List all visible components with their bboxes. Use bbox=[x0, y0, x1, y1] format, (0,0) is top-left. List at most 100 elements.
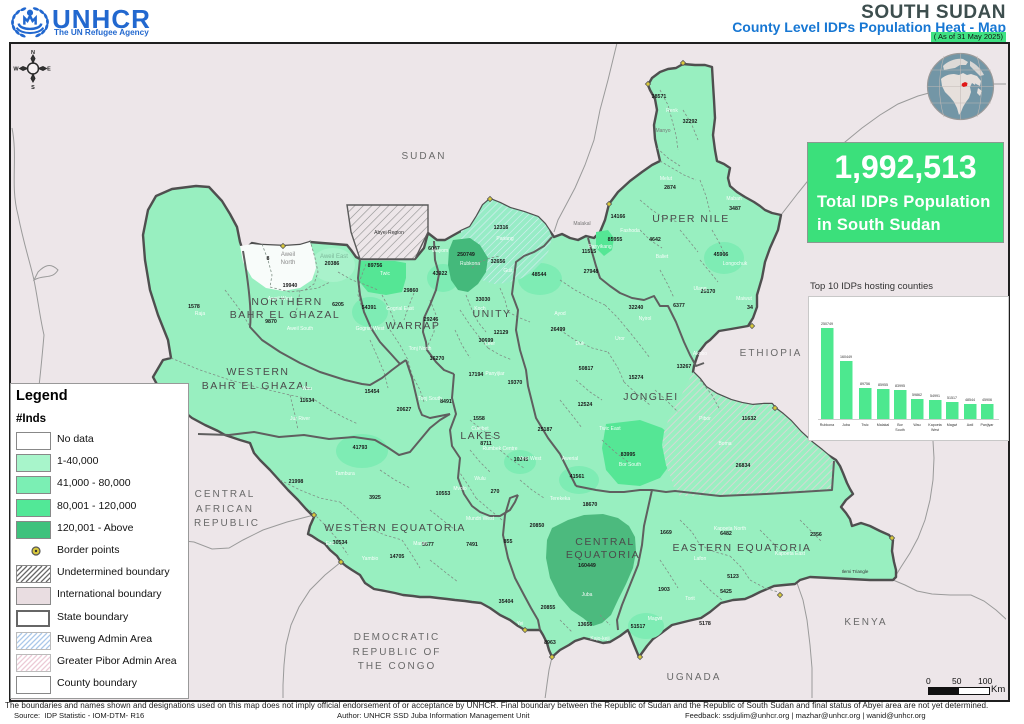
svg-text:34: 34 bbox=[747, 305, 753, 311]
svg-text:Bor South: Bor South bbox=[619, 462, 641, 468]
svg-text:9870: 9870 bbox=[265, 319, 277, 325]
svg-text:Panyikang: Panyikang bbox=[588, 244, 612, 250]
svg-text:BAHR EL GHAZAL: BAHR EL GHAZAL bbox=[230, 309, 340, 321]
svg-text:Koch: Koch bbox=[474, 306, 486, 312]
svg-text:20850: 20850 bbox=[530, 523, 545, 529]
svg-text:20386: 20386 bbox=[325, 261, 340, 267]
svg-text:Tonj South: Tonj South bbox=[418, 396, 442, 402]
svg-text:41793: 41793 bbox=[353, 445, 368, 451]
svg-text:SUDAN: SUDAN bbox=[401, 151, 446, 162]
svg-text:8: 8 bbox=[267, 256, 270, 262]
svg-text:S: S bbox=[31, 85, 35, 91]
svg-text:3925: 3925 bbox=[369, 495, 381, 501]
svg-text:85955: 85955 bbox=[878, 383, 888, 387]
svg-text:Abyei Region: Abyei Region bbox=[374, 230, 404, 236]
svg-text:Kapoeta East: Kapoeta East bbox=[775, 551, 806, 557]
svg-text:Renk: Renk bbox=[666, 108, 678, 114]
svg-text:Terekeka: Terekeka bbox=[550, 496, 571, 502]
svg-text:UNITY: UNITY bbox=[473, 308, 512, 320]
svg-text:17194: 17194 bbox=[469, 372, 484, 378]
svg-text:14705: 14705 bbox=[390, 554, 405, 560]
svg-text:Mundri West: Mundri West bbox=[466, 516, 495, 522]
svg-text:WESTERN: WESTERN bbox=[227, 366, 290, 378]
svg-text:BAHR EL GHAZAL: BAHR EL GHAZAL bbox=[202, 380, 312, 392]
svg-text:WARRAP: WARRAP bbox=[386, 320, 441, 332]
svg-text:Maiwut: Maiwut bbox=[736, 296, 752, 302]
svg-text:WESTERN EQUATORIA: WESTERN EQUATORIA bbox=[324, 522, 466, 534]
svg-text:21998: 21998 bbox=[289, 479, 304, 485]
svg-text:Bor: Bor bbox=[897, 423, 903, 427]
svg-text:Guit: Guit bbox=[503, 268, 513, 274]
svg-text:Awerial: Awerial bbox=[562, 456, 578, 462]
svg-text:5178: 5178 bbox=[699, 621, 711, 627]
svg-text:Twic East: Twic East bbox=[599, 426, 621, 432]
svg-text:5425: 5425 bbox=[720, 589, 732, 595]
svg-text:Awil: Awil bbox=[967, 423, 974, 427]
svg-text:59862: 59862 bbox=[912, 393, 922, 397]
svg-text:Manyo: Manyo bbox=[655, 128, 670, 134]
svg-text:Fashoda: Fashoda bbox=[620, 228, 640, 234]
svg-text:Nyirol: Nyirol bbox=[639, 316, 652, 322]
svg-text:10553: 10553 bbox=[436, 491, 451, 497]
svg-text:45906: 45906 bbox=[714, 252, 729, 258]
svg-text:Aweil: Aweil bbox=[281, 252, 295, 258]
svg-text:83995: 83995 bbox=[895, 384, 905, 388]
svg-text:20855: 20855 bbox=[541, 605, 556, 611]
svg-text:30699: 30699 bbox=[479, 338, 494, 344]
svg-text:Magwi: Magwi bbox=[648, 616, 662, 622]
svg-text:5123: 5123 bbox=[727, 574, 739, 580]
svg-text:25187: 25187 bbox=[538, 427, 553, 433]
svg-text:Aweil East: Aweil East bbox=[320, 254, 348, 260]
svg-text:Cueibet: Cueibet bbox=[471, 426, 489, 432]
svg-text:1903: 1903 bbox=[658, 587, 670, 593]
svg-text:1669: 1669 bbox=[660, 530, 672, 536]
svg-text:Jur River: Jur River bbox=[290, 416, 310, 422]
svg-text:12129: 12129 bbox=[494, 330, 509, 336]
svg-text:Ayod: Ayod bbox=[554, 311, 566, 317]
svg-text:Twic: Twic bbox=[861, 423, 868, 427]
svg-text:JONGLEI: JONGLEI bbox=[623, 391, 678, 403]
svg-text:Ilemi Triangle: Ilemi Triangle bbox=[842, 569, 869, 574]
svg-text:Wau: Wau bbox=[302, 386, 312, 392]
svg-text:85955: 85955 bbox=[608, 237, 623, 243]
svg-text:11632: 11632 bbox=[742, 416, 756, 422]
svg-text:Rubkona: Rubkona bbox=[820, 423, 834, 427]
svg-text:Maridi: Maridi bbox=[413, 541, 427, 547]
svg-text:E: E bbox=[47, 67, 51, 73]
svg-text:10245: 10245 bbox=[514, 457, 529, 463]
svg-text:8491: 8491 bbox=[440, 399, 452, 405]
svg-text:Pibor: Pibor bbox=[699, 416, 711, 422]
svg-text:83995: 83995 bbox=[621, 452, 636, 458]
svg-text:12524: 12524 bbox=[578, 402, 593, 408]
svg-text:1558: 1558 bbox=[473, 416, 485, 422]
svg-text:Torit: Torit bbox=[685, 596, 695, 602]
svg-text:48544: 48544 bbox=[965, 398, 975, 402]
svg-text:Tambura: Tambura bbox=[335, 471, 355, 477]
svg-text:REPUBLIC OF: REPUBLIC OF bbox=[353, 647, 442, 658]
svg-text:AFRICAN: AFRICAN bbox=[196, 504, 254, 515]
svg-text:11515: 11515 bbox=[582, 249, 596, 255]
svg-text:Wulu: Wulu bbox=[474, 476, 486, 482]
svg-text:Kapoeta North: Kapoeta North bbox=[714, 526, 746, 532]
svg-text:26499: 26499 bbox=[551, 327, 566, 333]
svg-text:NORTHERN: NORTHERN bbox=[251, 296, 322, 308]
svg-text:Yirol West: Yirol West bbox=[519, 456, 542, 462]
svg-text:13267: 13267 bbox=[677, 364, 692, 370]
svg-text:89756: 89756 bbox=[860, 382, 870, 386]
svg-text:35404: 35404 bbox=[499, 599, 514, 605]
svg-text:19370: 19370 bbox=[508, 380, 523, 386]
svg-text:Yambio: Yambio bbox=[362, 556, 379, 562]
svg-text:54391: 54391 bbox=[362, 305, 377, 311]
svg-text:29860: 29860 bbox=[404, 288, 419, 294]
svg-text:16270: 16270 bbox=[430, 356, 445, 362]
svg-text:DEMOCRATIC: DEMOCRATIC bbox=[354, 632, 440, 643]
svg-text:W: W bbox=[13, 67, 19, 73]
svg-text:Pariang: Pariang bbox=[496, 236, 513, 242]
svg-text:UPPER NILE: UPPER NILE bbox=[652, 213, 729, 225]
svg-text:41561: 41561 bbox=[570, 474, 585, 480]
svg-text:89756: 89756 bbox=[368, 263, 383, 269]
svg-text:26834: 26834 bbox=[736, 463, 751, 469]
svg-text:250749: 250749 bbox=[457, 252, 475, 258]
svg-text:Longochuk: Longochuk bbox=[723, 261, 748, 267]
svg-text:8963: 8963 bbox=[544, 640, 556, 646]
